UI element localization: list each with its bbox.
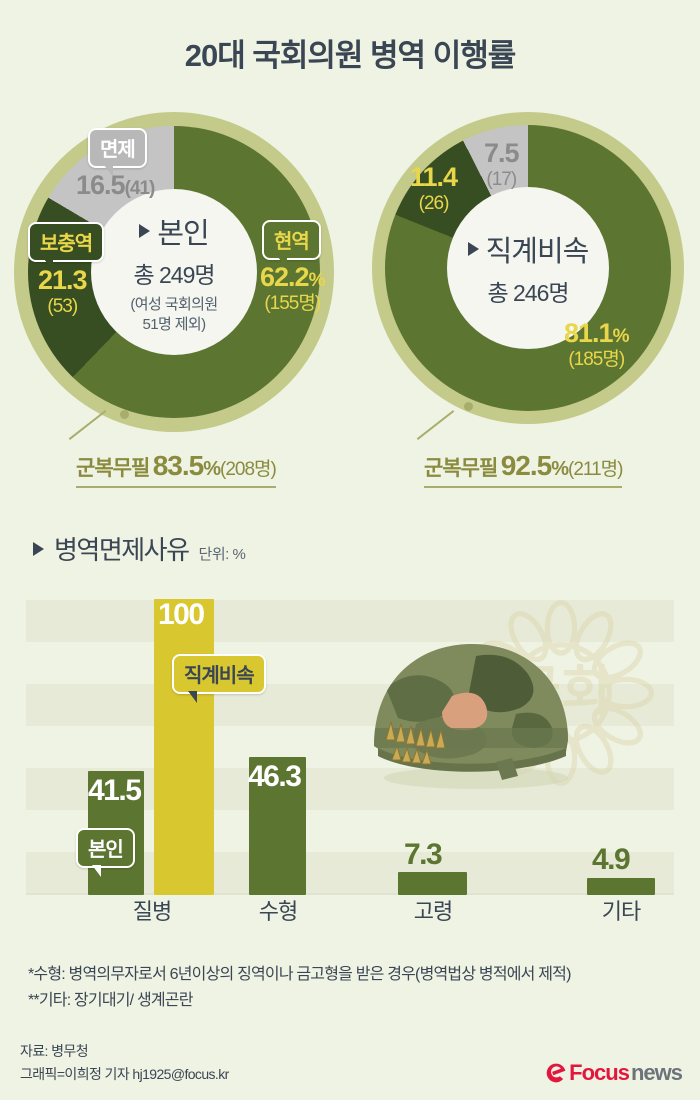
donut-center-title-row: 본인 (139, 210, 210, 252)
bar-category-label: 기타 (601, 899, 641, 924)
bar-value-self-imprisonment: 46.3 (248, 760, 302, 793)
footnote-other: **기타: 장기대기/ 생계곤란 (28, 991, 193, 1009)
military-helmet-icon (374, 644, 568, 789)
bar-callout-descendants: 직계비속 (172, 654, 266, 703)
bar-section-header: 병역면제사유 단위: % (33, 530, 246, 567)
donut-value-active-duty: 62.2% (155명) (260, 262, 325, 314)
donut-value-active-duty: 81.1% (185명) (564, 318, 629, 370)
bar-value-self-old-age: 7.3 (404, 838, 443, 871)
bar-self-old-age (398, 872, 467, 895)
footnote-imprisonment: *수형: 병역의무자로서 6년이상의 징역이나 금고형을 받은 경우(병역법상 … (28, 966, 571, 983)
bar-descendants-disease (154, 599, 214, 895)
donut-summary-self: 군복무필 83.5%(208명) (76, 450, 277, 488)
triangle-bullet-icon (139, 224, 151, 239)
graphic-credit-line: 그래픽=이희정 기자 hj1925@focus.kr (20, 1066, 229, 1083)
leader-dot-descendants (464, 402, 473, 411)
focus-news-logo: Focus news (545, 1060, 683, 1086)
donut-value-supplementary: 21.3 (53) (38, 265, 88, 317)
donut-callout-exempt: 면제 (88, 128, 147, 177)
bar-callout-self: 본인 (76, 828, 135, 877)
donut-callout-active-duty: 현역 (262, 220, 321, 269)
bar-category-label: 고령 (413, 899, 453, 924)
bar-series-group: 41.5 본인 100 직계비속 46.3 7.3 4.9 질병 수형 고령 기 (26, 586, 674, 926)
donut-center-title: 직계비속 (485, 236, 590, 268)
leader-dot-self (120, 410, 129, 419)
triangle-bullet-icon (467, 242, 479, 256)
donut-callout-supplementary: 보충역 (28, 222, 105, 271)
bar-baseline (26, 893, 674, 895)
credits: 자료: 병무청 그래픽=이희정 기자 hj1925@focus.kr (20, 1040, 229, 1086)
donut-value-supplementary: 11.4 (26) (410, 162, 458, 214)
donut-chart-self: 본인 총 249명 (여성 국회의원 51명 제외) 현역 62.2% (155명… (14, 112, 334, 432)
donut-value-exempt: 7.5 (17) (484, 138, 520, 190)
focus-e-mark-icon (546, 1063, 566, 1083)
bar-category-label: 질병 (132, 899, 172, 924)
donut-center-total: 총 249명 (133, 262, 215, 289)
bar-value-descendants-disease: 100 (158, 598, 205, 631)
bar-value-self-other: 4.9 (592, 843, 631, 876)
bar-section-title: 병역면제사유 (54, 535, 190, 565)
donut-center-self: 본인 총 249명 (여성 국회의원 51명 제외) (91, 189, 257, 355)
footnotes: *수형: 병역의무자로서 6년이상의 징역이나 금고형을 받은 경우(병역법상 … (28, 962, 571, 1013)
donut-chart-descendants: 직계비속 총 246명 81.1% (185명) 11.4 (26) 7.5 (… (372, 112, 684, 424)
bar-category-label: 수형 (258, 899, 298, 924)
donut-value-exempt: 16.5(41) (76, 170, 155, 200)
triangle-bullet-icon (33, 541, 44, 556)
logo-news-text: news (630, 1060, 683, 1085)
logo-focus-text: Focus (569, 1060, 630, 1085)
bar-value-self-disease: 41.5 (88, 774, 142, 807)
bar-section-unit: 단위: % (198, 546, 246, 563)
bar-self-other (587, 878, 655, 895)
source-line: 자료: 병무청 (20, 1043, 89, 1059)
donut-center-title: 본인 (157, 218, 209, 251)
donut-center-note: (여성 국회의원 51명 제외) (130, 296, 218, 333)
donut-summary-descendants: 군복무필 92.5%(211명) (424, 450, 623, 488)
donut-center-descendants: 직계비속 총 246명 (447, 187, 609, 349)
donut-center-title-row: 직계비속 (467, 228, 590, 270)
bar-self-imprisonment (249, 757, 306, 895)
donut-center-total: 총 246명 (487, 280, 569, 306)
page-title: 20대 국회의원 병역 이행률 (184, 38, 517, 73)
bar-chart-plot: 국회 (26, 586, 674, 926)
